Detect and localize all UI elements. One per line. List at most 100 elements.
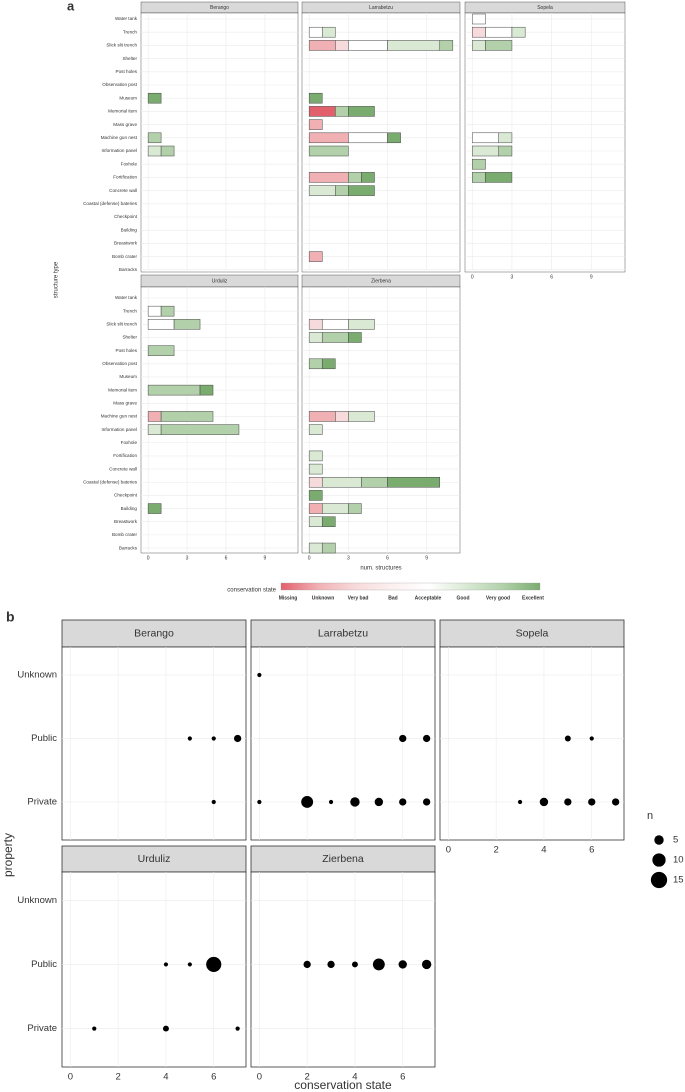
bar-segment xyxy=(308,40,336,51)
y-tick-label: Trench xyxy=(123,29,138,34)
bar-segment xyxy=(308,119,323,130)
point xyxy=(517,799,523,805)
point xyxy=(421,959,432,970)
y-tick-label: Concrete wall xyxy=(109,188,137,193)
strip xyxy=(61,619,247,648)
bar-segment xyxy=(160,145,175,157)
bar-segment xyxy=(387,132,401,144)
bar-segment xyxy=(321,319,349,330)
bar-segment xyxy=(308,251,323,262)
x-axis-title: conservation state xyxy=(294,1078,392,1092)
point xyxy=(162,1025,169,1032)
y-axis-title: property xyxy=(1,833,15,877)
point xyxy=(328,799,334,805)
bar-segment xyxy=(321,516,336,527)
y-tick-label: Memorial item xyxy=(108,109,137,114)
legend-title: conservation state xyxy=(227,588,276,594)
x-tick-label: 6 xyxy=(400,1072,405,1083)
bar-segment xyxy=(160,411,214,422)
bar-segment xyxy=(348,40,388,51)
panel xyxy=(250,646,436,841)
bar-segment xyxy=(308,145,349,157)
point xyxy=(92,1026,97,1031)
strip-title: Zierbena xyxy=(322,853,364,865)
bar-segment xyxy=(485,26,513,38)
x-tick-label: 3 xyxy=(347,555,350,561)
bar-segment xyxy=(308,332,323,343)
point xyxy=(589,736,594,741)
legend-label: Acceptable xyxy=(415,595,442,601)
x-tick-label: 6 xyxy=(225,555,228,561)
bar-segment xyxy=(308,132,349,144)
y-tick-label: Shelter xyxy=(122,56,137,61)
bar-segment xyxy=(348,106,375,117)
bar-segment xyxy=(147,424,162,435)
bar-segment xyxy=(147,132,162,144)
bar-segment xyxy=(348,172,362,183)
x-tick-label: 0 xyxy=(257,1072,262,1083)
bar-segment xyxy=(308,463,323,475)
x-tick-label: 0 xyxy=(471,274,474,280)
bar-segment xyxy=(308,26,323,38)
bar-segment xyxy=(361,476,388,488)
bar-segment xyxy=(160,305,175,317)
bar-segment xyxy=(321,26,336,38)
x-tick-label: 3 xyxy=(511,274,514,280)
bar-segment xyxy=(308,476,323,488)
bar-segment xyxy=(321,358,336,370)
y-tick-label: Memorial item xyxy=(108,387,137,392)
bar-segment xyxy=(147,305,162,317)
y-tick-label: Post holes xyxy=(116,69,138,74)
point xyxy=(372,958,385,971)
bar-segment xyxy=(308,542,323,554)
bar-segment xyxy=(472,158,486,170)
y-tick-label: Slick slit trench xyxy=(106,43,137,48)
bar-segment xyxy=(485,172,513,183)
bar-segment xyxy=(335,106,349,117)
strip-title: Sopela xyxy=(516,627,549,639)
y-tick-label: Barracks xyxy=(119,545,138,550)
point xyxy=(211,799,216,805)
y-tick-label: Public xyxy=(31,959,57,970)
y-tick-label: Information panel xyxy=(102,148,138,153)
legend-point xyxy=(650,871,668,889)
bar-segment xyxy=(472,40,486,51)
bar-segment xyxy=(160,424,240,435)
bar-segment xyxy=(308,411,336,422)
bar-segment xyxy=(472,172,486,183)
bar-segment xyxy=(147,503,162,514)
bar-segment xyxy=(335,411,349,422)
y-tick-label: Slick slit trench xyxy=(106,322,137,327)
y-tick-label: Private xyxy=(27,1023,57,1034)
legend-label: Excellent xyxy=(522,595,544,601)
legend-label: 10 xyxy=(673,855,684,866)
x-tick-label: 4 xyxy=(352,1072,357,1083)
y-tick-label: Foxhole xyxy=(121,161,138,166)
bar-segment xyxy=(308,319,323,330)
legend-label: Missing xyxy=(279,595,298,601)
bar-segment xyxy=(472,13,486,25)
y-tick-label: Barracks xyxy=(119,267,138,272)
point xyxy=(564,735,571,742)
bar-segment xyxy=(308,516,323,527)
bar-segment xyxy=(147,92,162,104)
y-tick-label: Information panel xyxy=(102,427,138,432)
point xyxy=(350,797,360,807)
bar-segment xyxy=(321,476,362,488)
strip-title: Urduliz xyxy=(138,853,171,865)
y-tick-label: Post holes xyxy=(116,348,138,353)
point xyxy=(301,796,314,808)
bar-segment xyxy=(321,332,349,343)
legend-label: 5 xyxy=(673,835,678,846)
x-tick-label: 0 xyxy=(446,845,451,856)
point xyxy=(588,798,596,806)
y-tick-label: Breastwork xyxy=(114,519,138,524)
bar-segment xyxy=(173,319,201,330)
panel-label: a xyxy=(67,0,75,13)
bar-segment xyxy=(335,40,349,51)
x-tick-label: 9 xyxy=(590,274,593,280)
point xyxy=(235,1026,240,1031)
y-tick-label: Mass grave xyxy=(113,122,137,127)
bar-segment xyxy=(348,503,362,514)
